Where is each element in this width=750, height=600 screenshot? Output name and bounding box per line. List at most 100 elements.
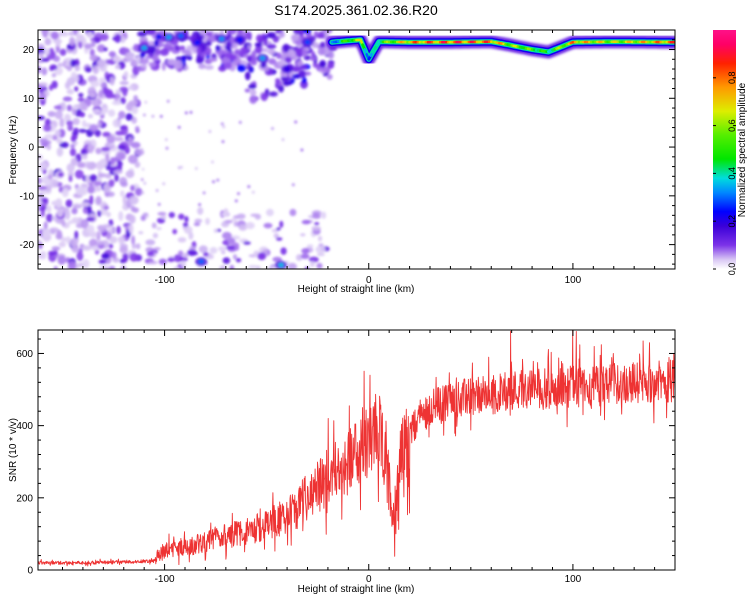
heatmap-xtick-label: 100 [565, 275, 582, 286]
heatmap-cell [49, 178, 59, 188]
heatmap-cell [155, 48, 161, 56]
heatmap-cell [41, 228, 51, 238]
heatmap-cell [59, 48, 67, 56]
heatmap-cell [249, 89, 257, 97]
heatmap-cell [193, 222, 201, 227]
heatmap-cell [198, 63, 206, 70]
heatmap-cell [218, 246, 227, 252]
heatmap-cell [260, 92, 268, 102]
heatmap-cell [179, 45, 186, 51]
heatmap-cell [300, 253, 310, 259]
heatmap-cell [218, 36, 225, 42]
heatmap-cell [141, 191, 145, 195]
heatmap-cell [65, 236, 71, 244]
heatmap-cell [244, 88, 251, 93]
heatmap-frame [37, 29, 676, 270]
heatmap-cell [103, 205, 110, 210]
heatmap-cell [60, 101, 67, 112]
heatmap-cell [57, 62, 64, 67]
heatmap-cell [66, 77, 76, 86]
heatmap-cell [80, 219, 89, 229]
heatmap-cell [57, 172, 64, 178]
heatmap-cell [107, 228, 115, 233]
heatmap-cell [112, 118, 122, 128]
heatmap-cell [166, 99, 170, 103]
heatmap-cell [115, 89, 122, 95]
heatmap-cell [130, 141, 141, 149]
heatmap-cell [119, 246, 128, 254]
heatmap-cell [228, 54, 237, 61]
heatmap-xtick-label: 0 [366, 275, 372, 286]
heatmap-cell [216, 50, 224, 55]
snr-line [38, 330, 675, 567]
heatmap-cell [182, 252, 189, 258]
heatmap-cell [80, 202, 90, 207]
heatmap-cell [232, 254, 238, 260]
heatmap-cell [86, 217, 96, 222]
heatmap-cell [129, 214, 136, 224]
heatmap-cell [99, 264, 110, 269]
heatmap-cell [54, 110, 63, 120]
heatmap-cell [248, 264, 258, 269]
heatmap-cell [316, 253, 325, 257]
heatmap-cell [221, 250, 226, 255]
heatmap-cell [79, 111, 86, 118]
heatmap-cell [248, 66, 254, 73]
heatmap-cell [278, 84, 285, 93]
heatmap-cell [254, 46, 263, 54]
heatmap-cell [97, 58, 106, 69]
heatmap-cell [124, 51, 135, 62]
heatmap-cell [53, 266, 58, 269]
heatmap-cell [56, 208, 64, 218]
heatmap-cell [120, 97, 126, 105]
heatmap-cell [245, 32, 252, 39]
heatmap-cell [140, 63, 148, 69]
heatmap-cell [159, 114, 163, 118]
heatmap-cell [119, 190, 125, 197]
heatmap-cell [119, 80, 129, 86]
heatmap-cell [315, 245, 326, 254]
heatmap-cell [47, 174, 53, 180]
heatmap-cell [194, 40, 201, 46]
colorbar-tick-label: 0.0 [727, 263, 737, 276]
heatmap-cell [41, 57, 50, 63]
heatmap-cell [199, 30, 204, 36]
heatmap-cell [196, 47, 202, 55]
heatmap-ytick-label: -10 [20, 191, 35, 202]
heatmap-cell [223, 62, 232, 70]
heatmap-cell [75, 35, 85, 42]
heatmap-cell [301, 219, 311, 225]
heatmap-cell [86, 224, 95, 235]
heatmap-cell [111, 251, 117, 260]
heatmap-cell [47, 111, 56, 117]
heatmap-cell [59, 141, 69, 148]
heatmap-cell [77, 97, 85, 102]
heatmap-cell [78, 128, 87, 134]
heatmap-cell [237, 37, 244, 43]
heatmap-cell [237, 30, 244, 34]
heatmap-cell [309, 261, 315, 268]
heatmap-cell [57, 255, 67, 265]
heatmap-cell [179, 256, 188, 262]
heatmap-cell [157, 202, 161, 206]
heatmap-cell [118, 110, 126, 119]
heatmap-cell [98, 259, 107, 265]
heatmap-cell [294, 47, 305, 57]
heatmap-cell [73, 30, 78, 35]
heatmap-cell [44, 184, 52, 192]
heatmap-cell [43, 123, 52, 132]
heatmap-cell [224, 219, 233, 224]
heatmap-cell [151, 222, 157, 229]
heatmap-cell [314, 222, 320, 226]
heatmap-cell [301, 76, 307, 84]
heatmap-cell [84, 43, 93, 50]
heatmap-cell [53, 105, 63, 110]
heatmap-cell [180, 165, 183, 169]
heatmap-cell [96, 44, 106, 53]
heatmap-cell [137, 31, 147, 37]
heatmap-cell [203, 252, 209, 257]
heatmap-cell [276, 227, 281, 231]
heatmap-cell [279, 31, 285, 38]
